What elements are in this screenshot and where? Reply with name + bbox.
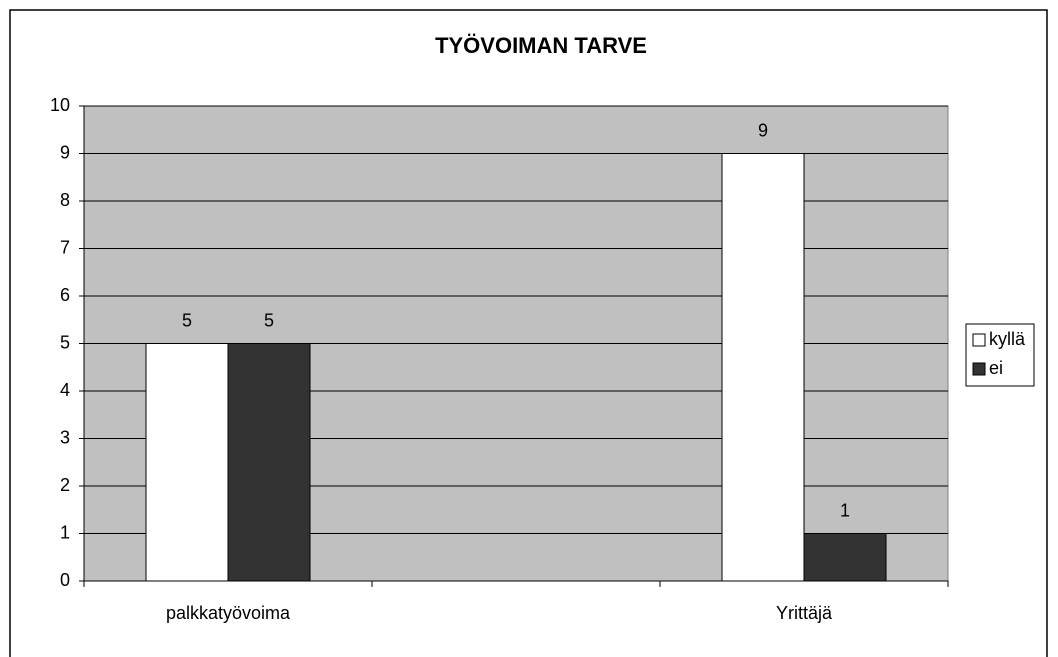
y-tick-label: 9 xyxy=(60,142,70,162)
y-tick-label: 4 xyxy=(60,380,70,400)
data-label: 9 xyxy=(758,120,768,140)
data-label: 1 xyxy=(840,500,850,520)
y-tick-label: 2 xyxy=(60,475,70,495)
bar xyxy=(803,533,887,582)
legend-label: kyllä xyxy=(989,329,1026,349)
y-tick-label: 8 xyxy=(60,190,70,210)
y-tick-label: 5 xyxy=(60,332,70,352)
bar xyxy=(145,343,229,582)
data-label: 5 xyxy=(264,310,274,330)
y-tick-label: 1 xyxy=(60,522,70,542)
y-tick-label: 7 xyxy=(60,237,70,257)
legend-label: ei xyxy=(989,358,1003,378)
legend-swatch xyxy=(972,333,986,347)
y-tick-label: 3 xyxy=(60,427,70,447)
bar xyxy=(227,343,311,582)
x-tick-label: Yrittäjä xyxy=(776,603,833,623)
bar xyxy=(721,153,805,582)
y-tick-label: 6 xyxy=(60,285,70,305)
x-tick-label: palkkatyövoima xyxy=(166,603,291,623)
y-tick-label: 0 xyxy=(60,570,70,590)
chart-title: TYÖVOIMAN TARVE xyxy=(435,33,647,58)
legend-swatch xyxy=(972,362,986,376)
data-label: 5 xyxy=(182,310,192,330)
y-tick-label: 10 xyxy=(50,95,70,115)
